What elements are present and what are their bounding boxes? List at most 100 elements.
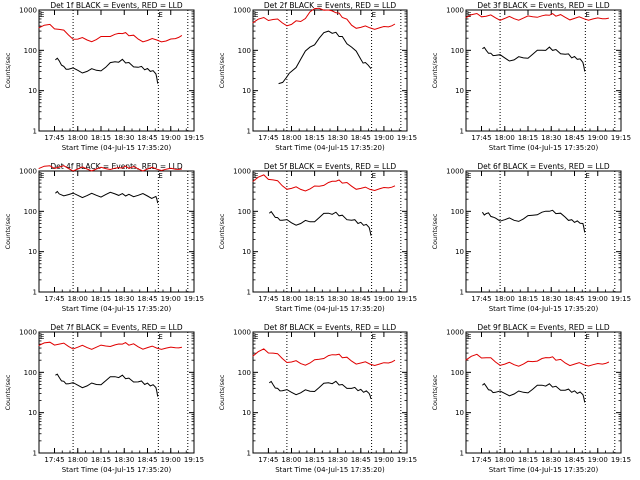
- x-axis-label: Start Time (04-Jul-15 17:35:20): [275, 144, 385, 152]
- y-tick-label: 1: [33, 450, 37, 458]
- x-tick-label: 19:00: [161, 295, 181, 303]
- y-tick-label: 10: [28, 87, 37, 95]
- y-tick-label: 100: [24, 47, 37, 55]
- x-tick-label: 18:30: [328, 295, 348, 303]
- chart-panel-3: Det 3f BLACK = Events, RED = LLD Counts/s…: [431, 1, 631, 152]
- x-tick-label: 18:00: [281, 456, 301, 464]
- x-tick-label: 18:30: [114, 456, 134, 464]
- x-axis-label: Start Time (04-Jul-15 17:35:20): [275, 466, 385, 474]
- plot-frame: [252, 9, 408, 132]
- x-tick-label: 18:45: [137, 295, 157, 303]
- x-tick-label: 18:45: [351, 295, 371, 303]
- y-tick-label: 1000: [446, 168, 464, 176]
- event-marker-label: E: [372, 11, 376, 19]
- x-tick-label: 17:45: [258, 295, 278, 303]
- event-marker-label: E: [585, 333, 589, 341]
- x-tick-label: 18:15: [91, 134, 111, 142]
- plot-frame: [465, 170, 622, 293]
- events-series-line: [55, 373, 159, 397]
- plot-frame: [38, 170, 195, 293]
- y-axis-label: Counts/sec: [4, 52, 12, 88]
- chart-panel-4: Det 4f BLACK = Events, RED = LLD Counts/s…: [4, 162, 204, 313]
- plot-frame: [38, 9, 195, 132]
- y-tick-label: 10: [455, 87, 464, 95]
- y-tick-label: 10: [242, 409, 251, 417]
- x-tick-label: 19:15: [611, 134, 631, 142]
- event-marker-label: E: [372, 333, 376, 341]
- event-marker-label: E: [585, 172, 589, 180]
- y-tick-label: 100: [451, 369, 464, 377]
- x-tick-label: 18:00: [68, 456, 88, 464]
- chart-title: Det 9f BLACK = Events, RED = LLD: [477, 323, 610, 332]
- chart-title: Det 4f BLACK = Events, RED = LLD: [50, 162, 183, 171]
- x-tick-label: 17:45: [471, 134, 491, 142]
- chart-title: Det 8f BLACK = Events, RED = LLD: [264, 323, 397, 332]
- x-axis-label: Start Time (04-Jul-15 17:35:20): [62, 144, 172, 152]
- lld-series-line: [465, 12, 609, 21]
- lld-series-line: [38, 23, 183, 43]
- event-marker-label: E: [40, 11, 44, 19]
- x-tick-label: 19:15: [397, 456, 417, 464]
- x-tick-label: 19:15: [397, 134, 417, 142]
- lld-series-line: [252, 348, 396, 367]
- y-tick-label: 1000: [19, 168, 37, 176]
- x-tick-label: 18:45: [137, 134, 157, 142]
- events-series-line: [481, 209, 586, 233]
- x-tick-label: 18:30: [328, 134, 348, 142]
- y-tick-label: 1000: [19, 7, 37, 15]
- plot-frame: [252, 331, 408, 454]
- event-marker-label: E: [372, 172, 376, 180]
- events-series-line: [55, 190, 159, 204]
- event-marker-label: E: [254, 333, 258, 341]
- x-tick-label: 18:00: [495, 295, 515, 303]
- x-axis-label: Start Time (04-Jul-15 17:35:20): [275, 305, 385, 313]
- x-tick-label: 18:45: [351, 456, 371, 464]
- event-marker-label: E: [158, 11, 162, 19]
- x-tick-label: 19:00: [588, 295, 608, 303]
- x-tick-label: 19:00: [374, 295, 394, 303]
- x-tick-label: 18:00: [68, 134, 88, 142]
- lld-series-line: [38, 341, 183, 350]
- x-tick-label: 18:30: [541, 456, 561, 464]
- chart-title: Det 3f BLACK = Events, RED = LLD: [477, 1, 610, 10]
- chart-panel-1: Det 1f BLACK = Events, RED = LLD Counts/s…: [4, 1, 204, 152]
- event-marker-label: E: [158, 333, 162, 341]
- event-marker-label: E: [40, 172, 44, 180]
- x-tick-label: 18:15: [518, 134, 538, 142]
- x-tick-label: 17:45: [471, 295, 491, 303]
- x-tick-label: 19:15: [184, 456, 204, 464]
- x-tick-label: 19:15: [611, 295, 631, 303]
- x-tick-label: 18:15: [518, 456, 538, 464]
- x-tick-label: 18:30: [541, 295, 561, 303]
- event-marker-label: E: [467, 11, 471, 19]
- y-axis-label: Counts/sec: [4, 213, 12, 249]
- lld-series-line: [252, 174, 396, 192]
- plot-frame: [465, 9, 622, 132]
- y-axis-label: Counts/sec: [431, 213, 439, 249]
- y-tick-label: 100: [24, 208, 37, 216]
- y-tick-label: 1000: [233, 168, 251, 176]
- events-series-line: [278, 30, 372, 85]
- y-tick-label: 10: [242, 87, 251, 95]
- x-tick-label: 18:30: [541, 134, 561, 142]
- x-tick-label: 19:15: [184, 295, 204, 303]
- x-tick-label: 18:00: [68, 295, 88, 303]
- y-axis-label: Counts/sec: [218, 374, 226, 410]
- x-tick-label: 19:00: [588, 134, 608, 142]
- x-tick-label: 18:30: [114, 134, 134, 142]
- chart-panel-5: Det 5f BLACK = Events, RED = LLD Counts/s…: [218, 162, 417, 313]
- y-tick-label: 1000: [19, 329, 37, 337]
- event-marker-label: E: [254, 11, 258, 19]
- x-tick-label: 18:30: [114, 295, 134, 303]
- x-tick-label: 17:45: [471, 456, 491, 464]
- y-tick-label: 1: [460, 128, 464, 136]
- y-tick-label: 1: [247, 289, 251, 297]
- y-tick-label: 100: [24, 369, 37, 377]
- chart-panel-7: Det 7f BLACK = Events, RED = LLD Counts/s…: [4, 323, 204, 474]
- y-tick-label: 10: [28, 409, 37, 417]
- x-tick-label: 19:00: [374, 134, 394, 142]
- x-tick-label: 18:00: [495, 456, 515, 464]
- y-tick-label: 100: [451, 47, 464, 55]
- events-series-line: [269, 380, 372, 400]
